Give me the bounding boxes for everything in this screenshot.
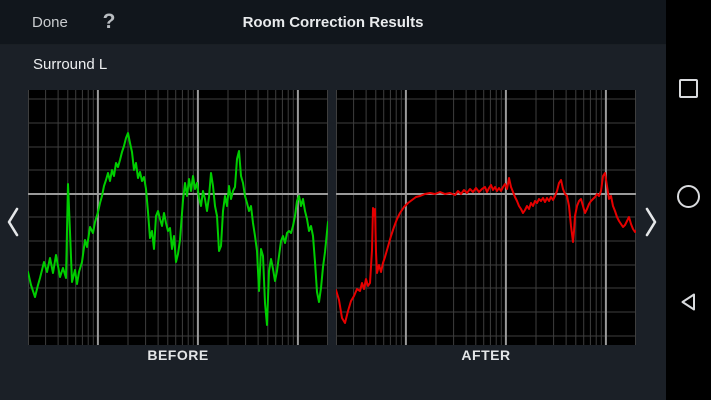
back-triangle-icon [681,293,695,311]
next-channel-button[interactable] [638,194,664,250]
after-label: AFTER [461,347,511,363]
top-bar: Done ? Room Correction Results [0,0,666,45]
recents-square-icon [679,78,698,98]
before-label: BEFORE [147,347,209,363]
home-button[interactable] [666,174,711,218]
chevron-right-icon [645,207,657,237]
prev-channel-button[interactable] [0,194,26,250]
help-button[interactable]: ? [94,0,124,44]
home-circle-icon [677,184,700,208]
android-nav-bar [666,0,711,400]
after-chart [336,90,636,345]
recents-button[interactable] [666,66,711,110]
help-icon: ? [102,10,116,33]
channel-label: Surround L [33,56,108,73]
done-button[interactable]: Done [24,0,76,44]
chevron-left-icon [7,207,19,237]
before-chart [28,90,328,345]
back-button[interactable] [666,280,711,324]
